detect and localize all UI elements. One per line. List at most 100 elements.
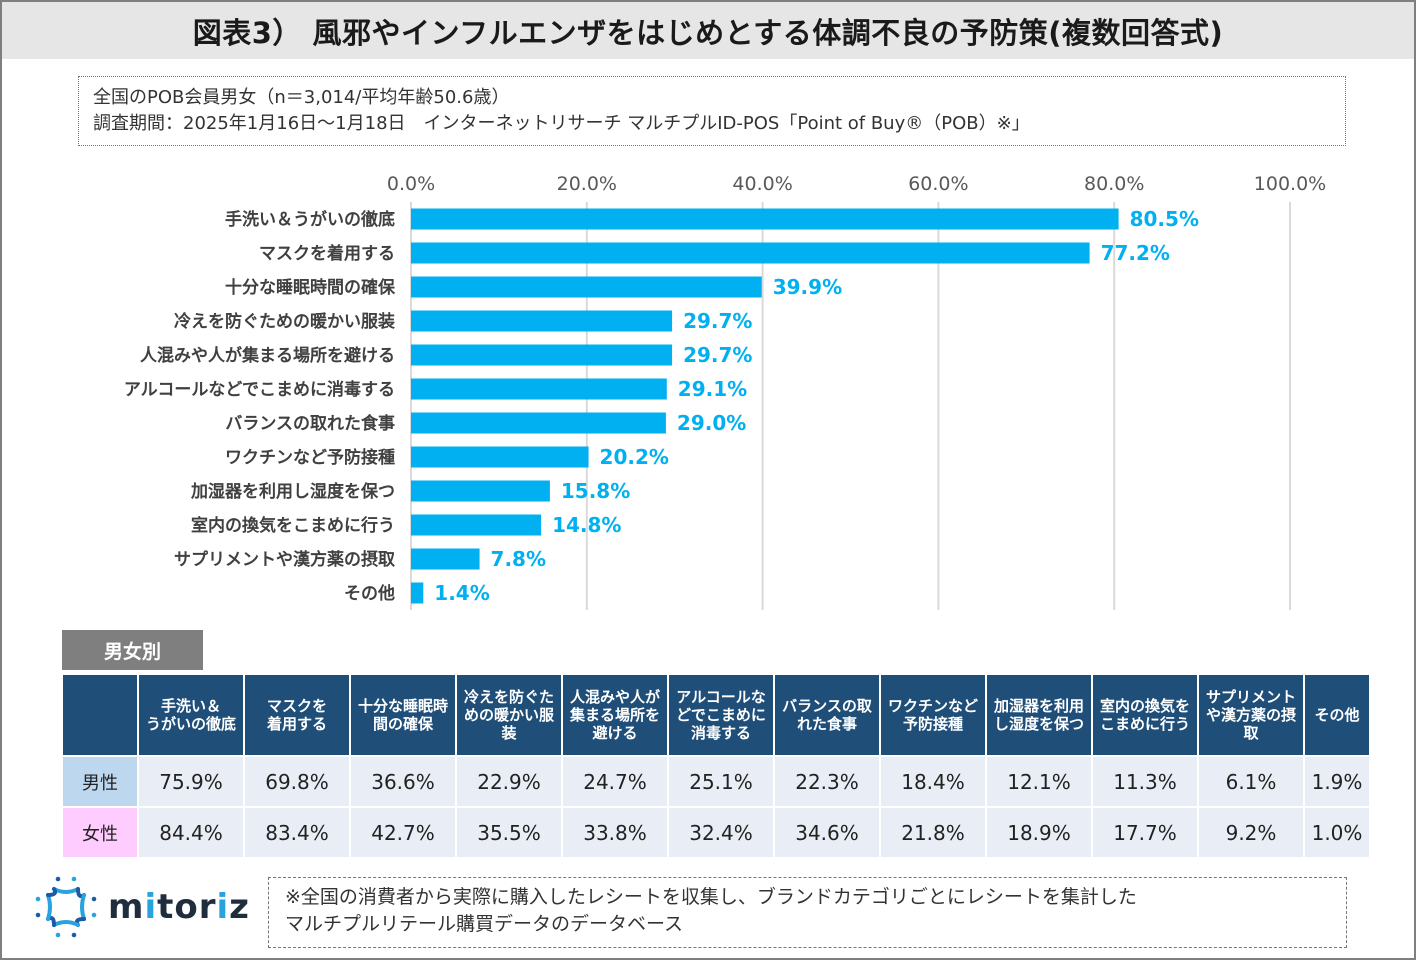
logo-letter: tor (157, 887, 217, 927)
table-cell: 33.8% (563, 808, 667, 857)
logo-letter: i (216, 887, 230, 927)
mitoriz-logo: mitoriz (34, 875, 250, 939)
column-header: 人混みや人が 集まる場所を 避ける (563, 675, 667, 755)
table-cell: 34.6% (775, 808, 879, 857)
table-cell: 18.4% (881, 757, 985, 806)
data-label: 80.5% (1130, 207, 1199, 231)
logo-letter: i (144, 887, 158, 927)
table-cell: 11.3% (1093, 757, 1197, 806)
survey-sample-text: 全国のPOB会員男女（n＝3,014/平均年齢50.6歳） (93, 87, 510, 108)
x-tick-label: 80.0% (1084, 173, 1144, 195)
bar (411, 548, 480, 570)
table-cell: 24.7% (563, 757, 667, 806)
category-label: 十分な睡眠時間の確保 (225, 277, 396, 298)
bar (411, 446, 589, 468)
table-cell: 22.3% (775, 757, 879, 806)
bar (411, 514, 542, 536)
data-label: 39.9% (773, 275, 842, 299)
category-label: サプリメントや漢方薬の摂取 (174, 549, 395, 570)
table-row: 女性 84.4% 83.4% 42.7% 35.5% 33.8% 32.4% 34.6% 21.… (63, 808, 1369, 857)
x-tick-label: 20.0% (557, 173, 617, 195)
table-cell: 84.4% (139, 808, 243, 857)
table-cell: 25.1% (669, 757, 773, 806)
data-label: 15.8% (561, 479, 630, 503)
bar (411, 208, 1119, 230)
table-corner-cell (63, 675, 137, 755)
column-header: 冷えを防ぐた めの暖かい服装 (457, 675, 561, 755)
bar (411, 412, 666, 434)
data-label: 29.7% (683, 309, 752, 333)
data-label: 77.2% (1101, 241, 1170, 265)
bar (411, 242, 1090, 264)
table-cell: 1.0% (1305, 808, 1369, 857)
gender-breakdown-table: 手洗い＆ うがいの徹底 マスクを 着用する 十分な睡眠時 間の確保 冷えを防ぐた めの暖かい服… (61, 673, 1371, 859)
column-header: 十分な睡眠時 間の確保 (351, 675, 455, 755)
bar (411, 276, 762, 298)
data-label: 14.8% (552, 513, 621, 537)
category-label: 冷えを防ぐための暖かい服装 (174, 311, 395, 332)
table-cell: 18.9% (987, 808, 1091, 857)
bar-chart: 0.0% 20.0% 40.0% 60.0% 80.0% 100.0% 手洗い＆うがいの徹底… (0, 160, 1416, 620)
column-header: 室内の換気を こまめに行う (1093, 675, 1197, 755)
category-label: アルコールなどでこまめに消毒する (124, 379, 395, 400)
mitoriz-star-logo-icon (35, 876, 97, 938)
bar (411, 582, 424, 604)
column-header: マスクを 着用する (245, 675, 349, 755)
table-cell: 32.4% (669, 808, 773, 857)
data-label: 1.4% (434, 581, 489, 605)
column-header: アルコールな どでこまめに 消毒する (669, 675, 773, 755)
data-label: 20.2% (600, 445, 669, 469)
table-cell: 1.9% (1305, 757, 1369, 806)
table-cell: 6.1% (1199, 757, 1303, 806)
x-tick-label: 60.0% (908, 173, 968, 195)
category-label: 室内の換気をこまめに行う (191, 515, 395, 536)
row-label-male: 男性 (63, 757, 137, 806)
category-label: 手洗い＆うがいの徹底 (225, 209, 395, 230)
logo-letter: m (108, 887, 145, 927)
bar (411, 310, 673, 332)
table-cell: 22.9% (457, 757, 561, 806)
survey-period-text: 調査期間：2025年1月16日～1月18日 インターネットリサーチ マルチプルI… (93, 113, 1030, 134)
table-cell: 83.4% (245, 808, 349, 857)
column-header: 手洗い＆ うがいの徹底 (139, 675, 243, 755)
table-cell: 36.6% (351, 757, 455, 806)
survey-info-box: 全国のPOB会員男女（n＝3,014/平均年齢50.6歳） 調査期間：2025年… (78, 76, 1346, 146)
pob-footnote: ※全国の消費者から実際に購入したレシートを収集し、ブランドカテゴリごとにレシート… (268, 877, 1347, 948)
column-header: ワクチンなど 予防接種 (881, 675, 985, 755)
column-header: 加湿器を利用 し湿度を保つ (987, 675, 1091, 755)
table-cell: 69.8% (245, 757, 349, 806)
logo-letter: z (229, 887, 250, 927)
category-label: マスクを着用する (259, 243, 395, 264)
table-row: 男性 75.9% 69.8% 36.6% 22.9% 24.7% 25.1% 22.3% 18.… (63, 757, 1369, 806)
category-label: バランスの取れた食事 (225, 413, 395, 434)
column-header: その他 (1305, 675, 1369, 755)
table-cell: 42.7% (351, 808, 455, 857)
table-cell: 75.9% (139, 757, 243, 806)
bar (411, 480, 550, 502)
column-header: サプリメント や漢方薬の摂取 (1199, 675, 1303, 755)
table-cell: 12.1% (987, 757, 1091, 806)
column-header: バランスの取 れた食事 (775, 675, 879, 755)
category-label: ワクチンなど予防接種 (225, 447, 395, 468)
category-label: その他 (344, 583, 395, 604)
category-label: 加湿器を利用し湿度を保つ (190, 481, 395, 502)
gender-section-label: 男女別 (62, 630, 203, 670)
mitoriz-logo-text: mitoriz (108, 887, 250, 927)
data-label: 7.8% (491, 547, 546, 571)
bar (411, 344, 673, 366)
figure-title: 図表3） 風邪やインフルエンザをはじめとする体調不良の予防策(複数回答式) (2, 2, 1414, 59)
table-cell: 35.5% (457, 808, 561, 857)
data-label: 29.0% (677, 411, 746, 435)
x-tick-label: 100.0% (1254, 173, 1326, 195)
table-cell: 9.2% (1199, 808, 1303, 857)
data-label: 29.1% (678, 377, 747, 401)
x-tick-label: 40.0% (732, 173, 792, 195)
footnote-line-2: マルチプルリテール購買データのデータベース (285, 913, 684, 935)
category-label: 人混みや人が集まる場所を避ける (140, 345, 395, 366)
data-label: 29.7% (683, 343, 752, 367)
x-tick-label: 0.0% (387, 173, 435, 195)
footnote-line-1: ※全国の消費者から実際に購入したレシートを収集し、ブランドカテゴリごとにレシート… (285, 886, 1137, 908)
table-cell: 21.8% (881, 808, 985, 857)
row-label-female: 女性 (63, 808, 137, 857)
